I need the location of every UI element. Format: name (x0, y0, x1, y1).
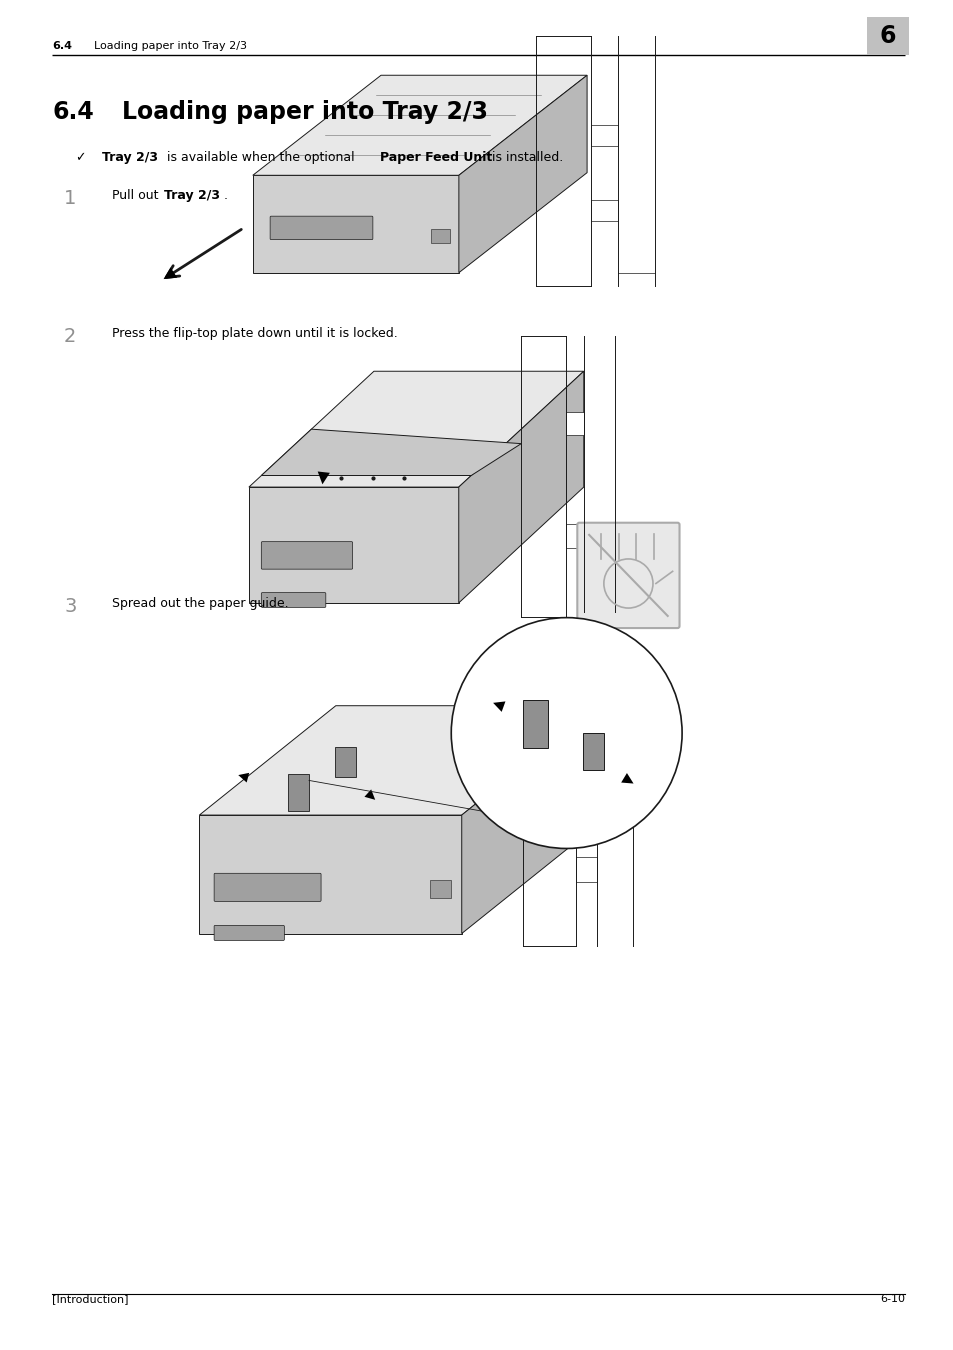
Text: Spread out the paper guide.: Spread out the paper guide. (112, 597, 289, 610)
Bar (575, 857, 596, 882)
Polygon shape (249, 487, 458, 603)
FancyBboxPatch shape (270, 216, 373, 239)
Polygon shape (249, 371, 583, 487)
FancyBboxPatch shape (577, 522, 679, 628)
Text: is available when the optional: is available when the optional (163, 151, 358, 165)
Bar (866, 18, 908, 55)
Bar (335, 747, 355, 778)
Text: 6: 6 (879, 24, 895, 49)
Text: 6.4: 6.4 (52, 42, 71, 51)
Bar (565, 524, 583, 548)
Polygon shape (253, 176, 458, 273)
Bar (522, 699, 548, 748)
Circle shape (451, 617, 681, 848)
Polygon shape (199, 706, 598, 815)
Text: 2: 2 (64, 327, 76, 346)
Bar (430, 880, 451, 898)
Text: Pull out: Pull out (112, 189, 162, 202)
Text: is installed.: is installed. (488, 151, 562, 165)
Text: 6-10: 6-10 (879, 1295, 904, 1304)
Text: Press the flip-top plate down until it is locked.: Press the flip-top plate down until it i… (112, 327, 397, 340)
Polygon shape (253, 76, 586, 176)
Text: Tray 2/3: Tray 2/3 (164, 189, 220, 202)
Bar (575, 765, 596, 790)
Text: 6.4: 6.4 (52, 100, 93, 124)
Text: 1: 1 (64, 189, 76, 208)
Text: ✓: ✓ (74, 151, 85, 165)
Polygon shape (458, 76, 586, 273)
Text: Loading paper into Tray 2/3: Loading paper into Tray 2/3 (94, 42, 247, 51)
Text: [Introduction]: [Introduction] (52, 1295, 129, 1304)
FancyBboxPatch shape (213, 873, 321, 902)
Bar (288, 775, 309, 811)
Polygon shape (199, 815, 461, 934)
Bar (565, 412, 583, 435)
Polygon shape (461, 706, 598, 934)
FancyBboxPatch shape (261, 541, 353, 570)
FancyBboxPatch shape (213, 925, 284, 941)
Bar (431, 230, 449, 243)
Text: .: . (224, 189, 228, 202)
Bar (590, 126, 618, 146)
Text: Tray 2/3: Tray 2/3 (102, 151, 158, 165)
Bar (582, 733, 603, 770)
Polygon shape (261, 429, 520, 475)
Text: 3: 3 (64, 597, 76, 616)
Polygon shape (458, 371, 583, 603)
Text: Loading paper into Tray 2/3: Loading paper into Tray 2/3 (122, 100, 488, 124)
FancyBboxPatch shape (261, 593, 326, 608)
Text: Paper Feed Unit: Paper Feed Unit (379, 151, 492, 165)
Bar (590, 200, 618, 221)
